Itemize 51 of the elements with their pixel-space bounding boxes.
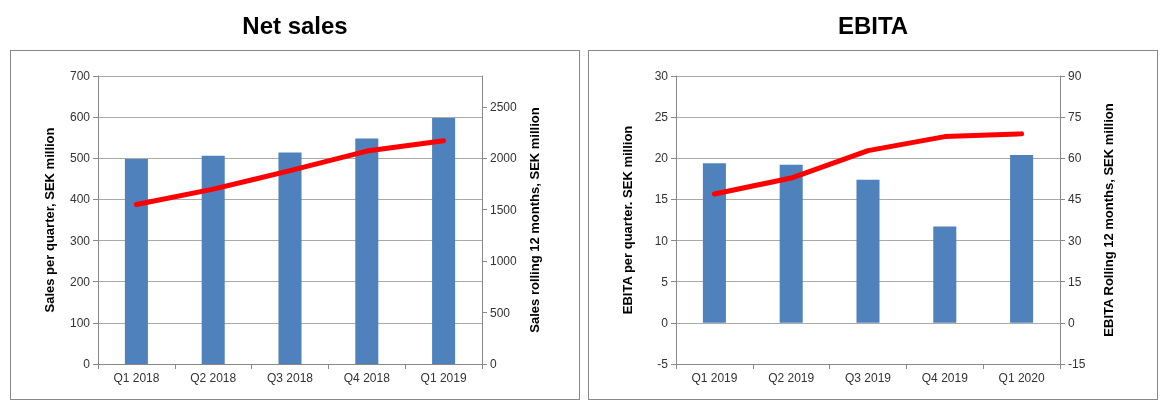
x-tick-label: Q1 2019 bbox=[691, 371, 738, 385]
x-tick-label: Q2 2018 bbox=[190, 371, 237, 385]
y2-tick-label: 15 bbox=[1068, 274, 1082, 289]
y-tick-label: 200 bbox=[69, 274, 91, 289]
y-tick-label: 600 bbox=[69, 110, 91, 125]
y-tick-label: 0 bbox=[661, 315, 669, 330]
x-tick-label: Q4 2019 bbox=[921, 371, 969, 385]
x-tick-label: Q4 2018 bbox=[343, 371, 391, 385]
x-tick-label: Q2 2019 bbox=[768, 371, 815, 385]
bar bbox=[933, 226, 957, 323]
bar bbox=[779, 164, 803, 323]
y2-tick-label: 30 bbox=[1068, 233, 1082, 248]
y2-axis-title: EBITA Rolling 12 months, SEK million bbox=[1101, 103, 1116, 337]
x-tick-label: Q1 2020 bbox=[998, 371, 1045, 385]
y-tick-label: -5 bbox=[657, 357, 669, 371]
y-axis-title: EBITA per quarter. SEK million bbox=[620, 125, 635, 315]
y2-tick-label: 0 bbox=[490, 357, 497, 371]
bar bbox=[702, 163, 726, 323]
y-tick-label: 500 bbox=[69, 151, 91, 166]
y2-tick-label: 500 bbox=[490, 305, 511, 320]
bar bbox=[1010, 154, 1034, 323]
y-tick-label: 0 bbox=[83, 357, 91, 371]
bar bbox=[856, 179, 880, 323]
y-tick-label: 20 bbox=[654, 151, 669, 166]
y2-tick-label: -15 bbox=[1068, 357, 1086, 371]
y-tick-label: 30 bbox=[654, 69, 669, 83]
y2-tick-label: 60 bbox=[1068, 151, 1082, 166]
y-tick-label: 15 bbox=[654, 192, 669, 207]
chart-title: Net sales bbox=[242, 11, 348, 39]
y2-tick-label: 75 bbox=[1068, 110, 1082, 125]
x-tick-label: Q1 2018 bbox=[113, 371, 160, 385]
y-tick-label: 10 bbox=[654, 233, 669, 248]
y2-tick-label: 0 bbox=[1068, 315, 1075, 330]
y-tick-label: 5 bbox=[661, 274, 669, 289]
y2-tick-label: 1000 bbox=[490, 254, 518, 269]
y2-tick-label: 90 bbox=[1068, 69, 1082, 83]
y2-tick-label: 2000 bbox=[490, 151, 518, 166]
y2-tick-label: 45 bbox=[1068, 192, 1082, 207]
y-tick-label: 700 bbox=[69, 69, 91, 83]
x-tick-label: Q1 2019 bbox=[420, 371, 467, 385]
y2-tick-label: 1500 bbox=[490, 202, 518, 217]
y-tick-label: 400 bbox=[69, 192, 91, 207]
x-tick-label: Q3 2019 bbox=[844, 371, 892, 385]
y2-tick-label: 2500 bbox=[490, 99, 518, 114]
y-tick-label: 300 bbox=[69, 233, 91, 248]
y2-axis-title: Sales rolling 12 months, SEK million bbox=[526, 107, 542, 333]
y-tick-label: 25 bbox=[654, 110, 669, 125]
y-tick-label: 100 bbox=[69, 315, 91, 330]
chart-title: EBITA bbox=[837, 11, 909, 39]
x-tick-label: Q3 2018 bbox=[266, 371, 314, 385]
y-axis-title: Sales per quarter, SEK million bbox=[42, 127, 57, 313]
